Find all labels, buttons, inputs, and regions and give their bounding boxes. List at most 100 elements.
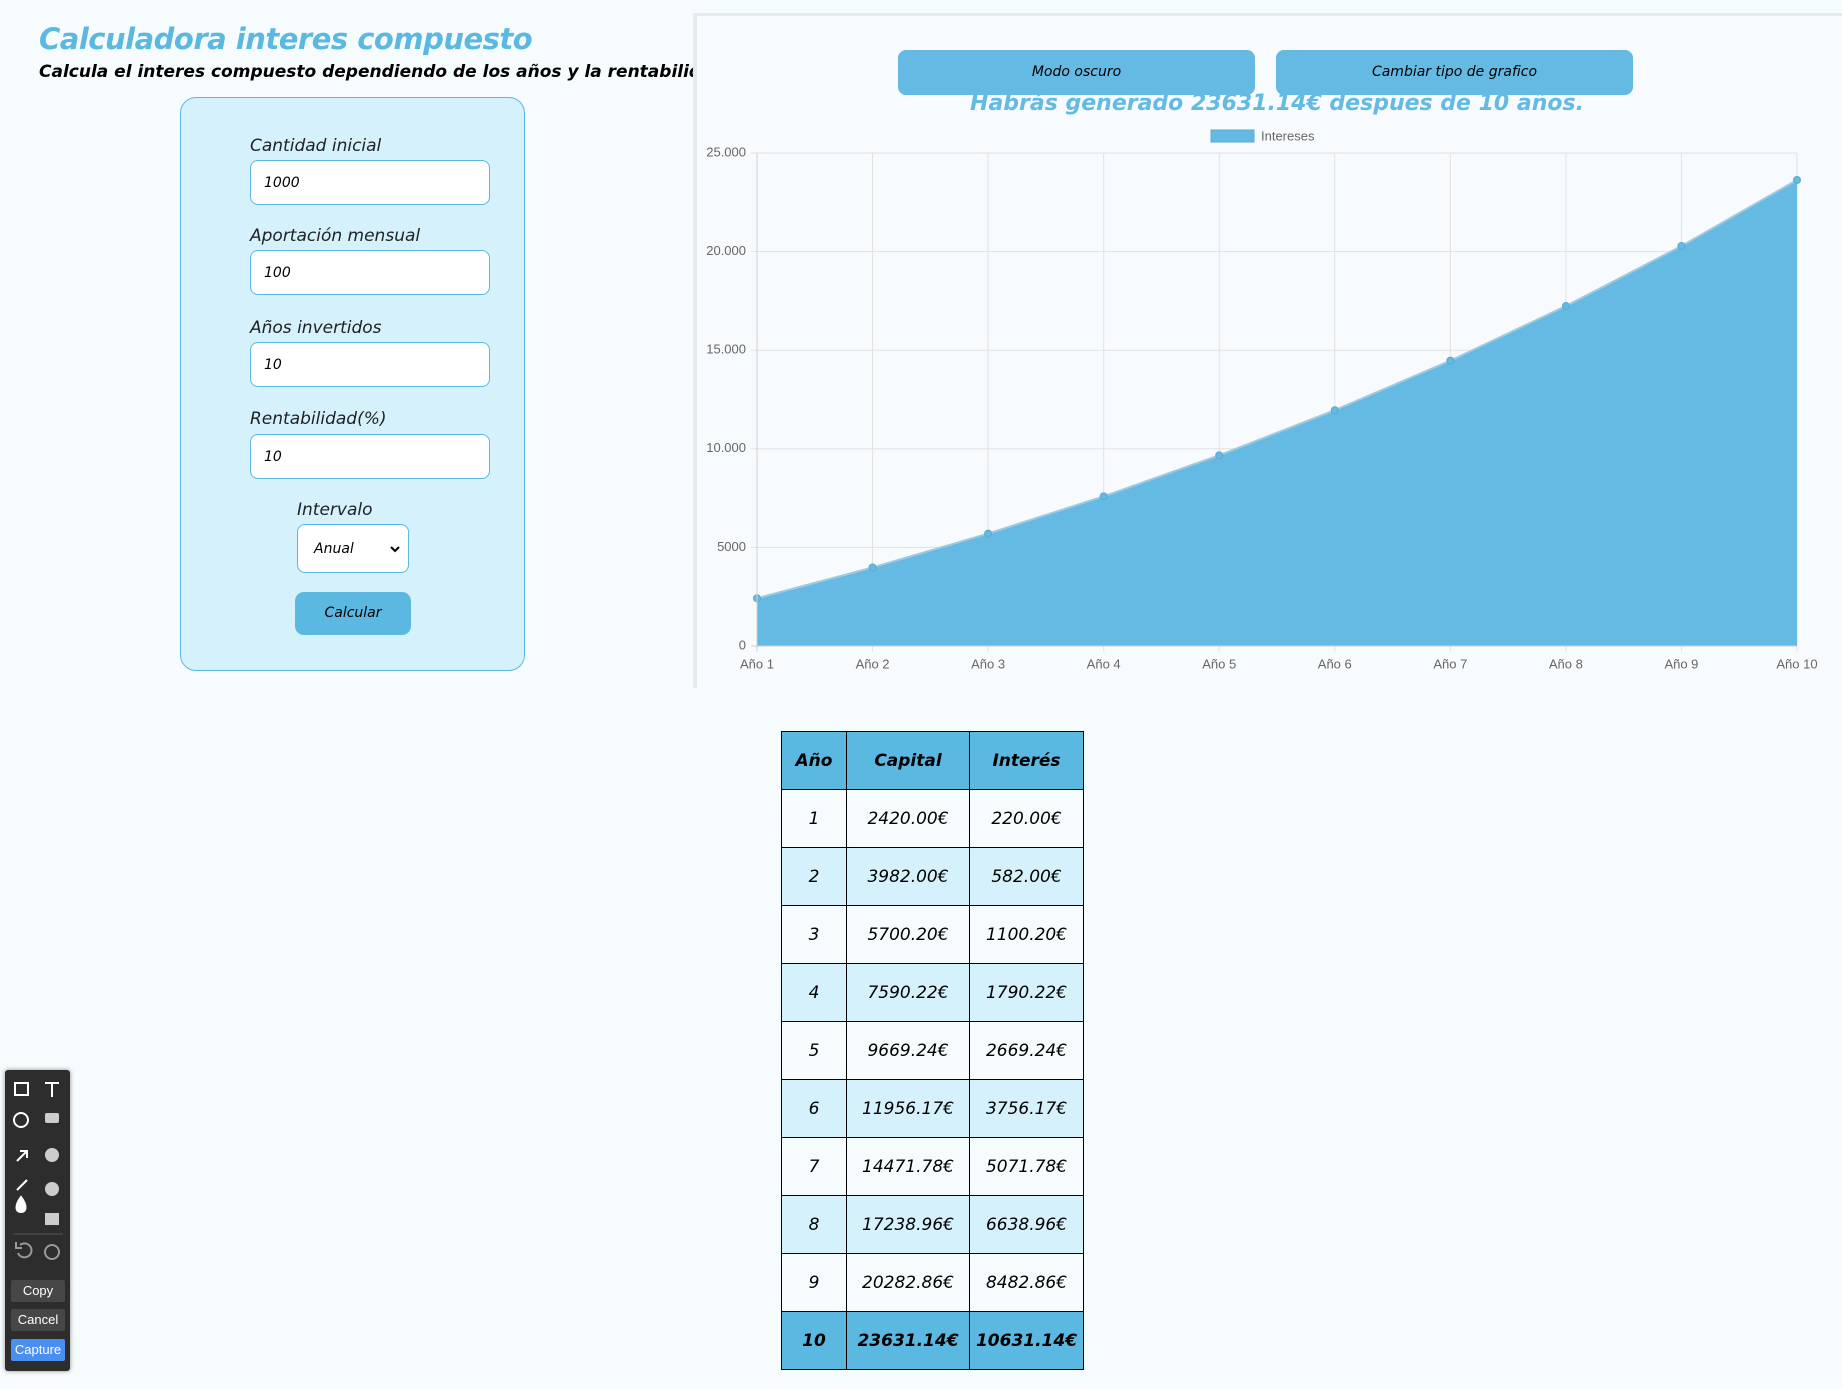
point: [868, 563, 877, 572]
chart-type-button[interactable]: Cambiar tipo de grafico: [1276, 50, 1633, 95]
header-cell: Interés: [969, 731, 1084, 790]
area: [757, 179, 1797, 647]
table-cell: 6: [781, 1079, 847, 1138]
table-cell: 2420.00€: [846, 789, 970, 848]
header-cell: Capital: [846, 731, 970, 790]
table-cell: 6638.96€: [969, 1195, 1084, 1254]
table-cell: 1790.22€: [969, 963, 1084, 1022]
y-tick-label: 5000: [717, 539, 746, 554]
table-cell: 8482.86€: [969, 1253, 1084, 1312]
table-row: 2 3982.00€ 582.00€: [781, 847, 1084, 906]
results-table: Año Capital Interés 1 2420.00€ 220.00€ 2 398…: [781, 731, 1084, 1370]
point: [1446, 356, 1455, 365]
table-row: 3 5700.20€ 1100.20€: [781, 905, 1084, 964]
table-row: 8 17238.96€ 6638.96€: [781, 1195, 1084, 1254]
page-subtitle: Calcula el interes compuesto dependiendo…: [39, 62, 732, 82]
table-cell: 11956.17€: [846, 1079, 970, 1138]
table-cell: 582.00€: [969, 847, 1084, 906]
table-cell: 10631.14€: [969, 1311, 1084, 1370]
capture-button[interactable]: Capture: [11, 1339, 65, 1361]
x-tick-label: Año 5: [1202, 656, 1236, 671]
y-tick-label: 25.000: [706, 144, 746, 159]
x-tick-label: Año 7: [1433, 656, 1467, 671]
header-row: Año Capital Interés: [781, 731, 1084, 790]
table-cell: 1100.20€: [969, 905, 1084, 964]
field-label: Intervalo: [297, 500, 373, 520]
table-row: 6 11956.17€ 3756.17€: [781, 1079, 1084, 1138]
table-cell: 5700.20€: [846, 905, 970, 964]
table-cell: 1: [781, 789, 847, 848]
calculate-button[interactable]: Calcular: [295, 592, 411, 635]
table-cell: 17238.96€: [846, 1195, 970, 1254]
y-tick-label: 15.000: [706, 342, 746, 357]
point: [1099, 492, 1108, 501]
table-row: 4 7590.22€ 1790.22€: [781, 963, 1084, 1022]
select[interactable]: Anual: [297, 524, 409, 573]
header-cell: Año: [781, 731, 847, 790]
table-cell: 8: [781, 1195, 847, 1254]
point: [1561, 302, 1570, 311]
table-row: 1 2420.00€ 220.00€: [781, 789, 1084, 848]
line: [756, 179, 1798, 600]
legend-label: Intereses: [1261, 128, 1315, 143]
table-cell: 3756.17€: [969, 1079, 1084, 1138]
table-cell: 9: [781, 1253, 847, 1312]
field-label: Aportación mensual: [250, 226, 421, 246]
table-cell: 7: [781, 1137, 847, 1196]
x-tick-label: Año 6: [1318, 656, 1352, 671]
field-label: Rentabilidad(%): [250, 409, 387, 429]
table-row: 10 23631.14€ 10631.14€: [781, 1311, 1084, 1370]
point: [1215, 451, 1224, 460]
text-input[interactable]: 10: [250, 342, 490, 387]
table-cell: 23631.14€: [846, 1311, 970, 1370]
table-row: 9 20282.86€ 8482.86€: [781, 1253, 1084, 1312]
table-cell: 20282.86€: [846, 1253, 970, 1312]
y-tick-label: 0: [739, 637, 746, 652]
text-input[interactable]: 1000: [250, 160, 490, 205]
y-tick-label: 10.000: [706, 440, 746, 455]
cancel-button[interactable]: Cancel: [11, 1309, 65, 1331]
table-cell: 2: [781, 847, 847, 906]
table-cell: 3982.00€: [846, 847, 970, 906]
table-cell: 3: [781, 905, 847, 964]
table-row: 7 14471.78€ 5071.78€: [781, 1137, 1084, 1196]
page-title: Calculadora interes compuesto: [39, 22, 533, 56]
form-panel: Cantidad inicial 1000 Aportación mensual…: [180, 97, 525, 671]
x-tick-label: Año 3: [971, 656, 1005, 671]
table-cell: 220.00€: [969, 789, 1084, 848]
table-cell: 5: [781, 1021, 847, 1080]
x-tick-label: Año 4: [1087, 656, 1121, 671]
chart-title: Habrás generado 23631.14€ despues de 10 …: [970, 91, 1584, 116]
text-input[interactable]: 10: [250, 434, 490, 479]
capture-toolbar: Copy Cancel Capture: [5, 1070, 70, 1371]
legend-swatch: [1210, 129, 1255, 143]
copy-button[interactable]: Copy: [11, 1280, 65, 1302]
field-label: Cantidad inicial: [250, 136, 382, 156]
x-tick-label: Año 9: [1664, 656, 1698, 671]
y-tick-label: 20.000: [706, 243, 746, 258]
select-value: Anual: [314, 541, 354, 557]
point: [984, 529, 993, 538]
point: [1677, 242, 1686, 251]
table-cell: 10: [781, 1311, 847, 1370]
dark-mode-button[interactable]: Modo oscuro: [898, 50, 1255, 95]
field-label: Años invertidos: [250, 318, 382, 338]
x-tick-label: Año 2: [856, 656, 890, 671]
x-tick-label: Año 1: [740, 656, 774, 671]
table-cell: 2669.24€: [969, 1021, 1084, 1080]
point: [1330, 406, 1339, 415]
chart: Habrás generado 23631.14€ despues de 10 …: [706, 91, 1817, 671]
chevron: [390, 546, 400, 553]
table-cell: 4: [781, 963, 847, 1022]
table-cell: 7590.22€: [846, 963, 970, 1022]
table-cell: 9669.24€: [846, 1021, 970, 1080]
text-input[interactable]: 100: [250, 250, 490, 295]
x-tick-label: Año 8: [1549, 656, 1583, 671]
point: [1793, 175, 1801, 184]
table-cell: 5071.78€: [969, 1137, 1084, 1196]
table-cell: 14471.78€: [846, 1137, 970, 1196]
tool-icons: [13, 1082, 63, 1260]
x-tick-label: Año 10: [1776, 656, 1817, 671]
table-row: 5 9669.24€ 2669.24€: [781, 1021, 1084, 1080]
